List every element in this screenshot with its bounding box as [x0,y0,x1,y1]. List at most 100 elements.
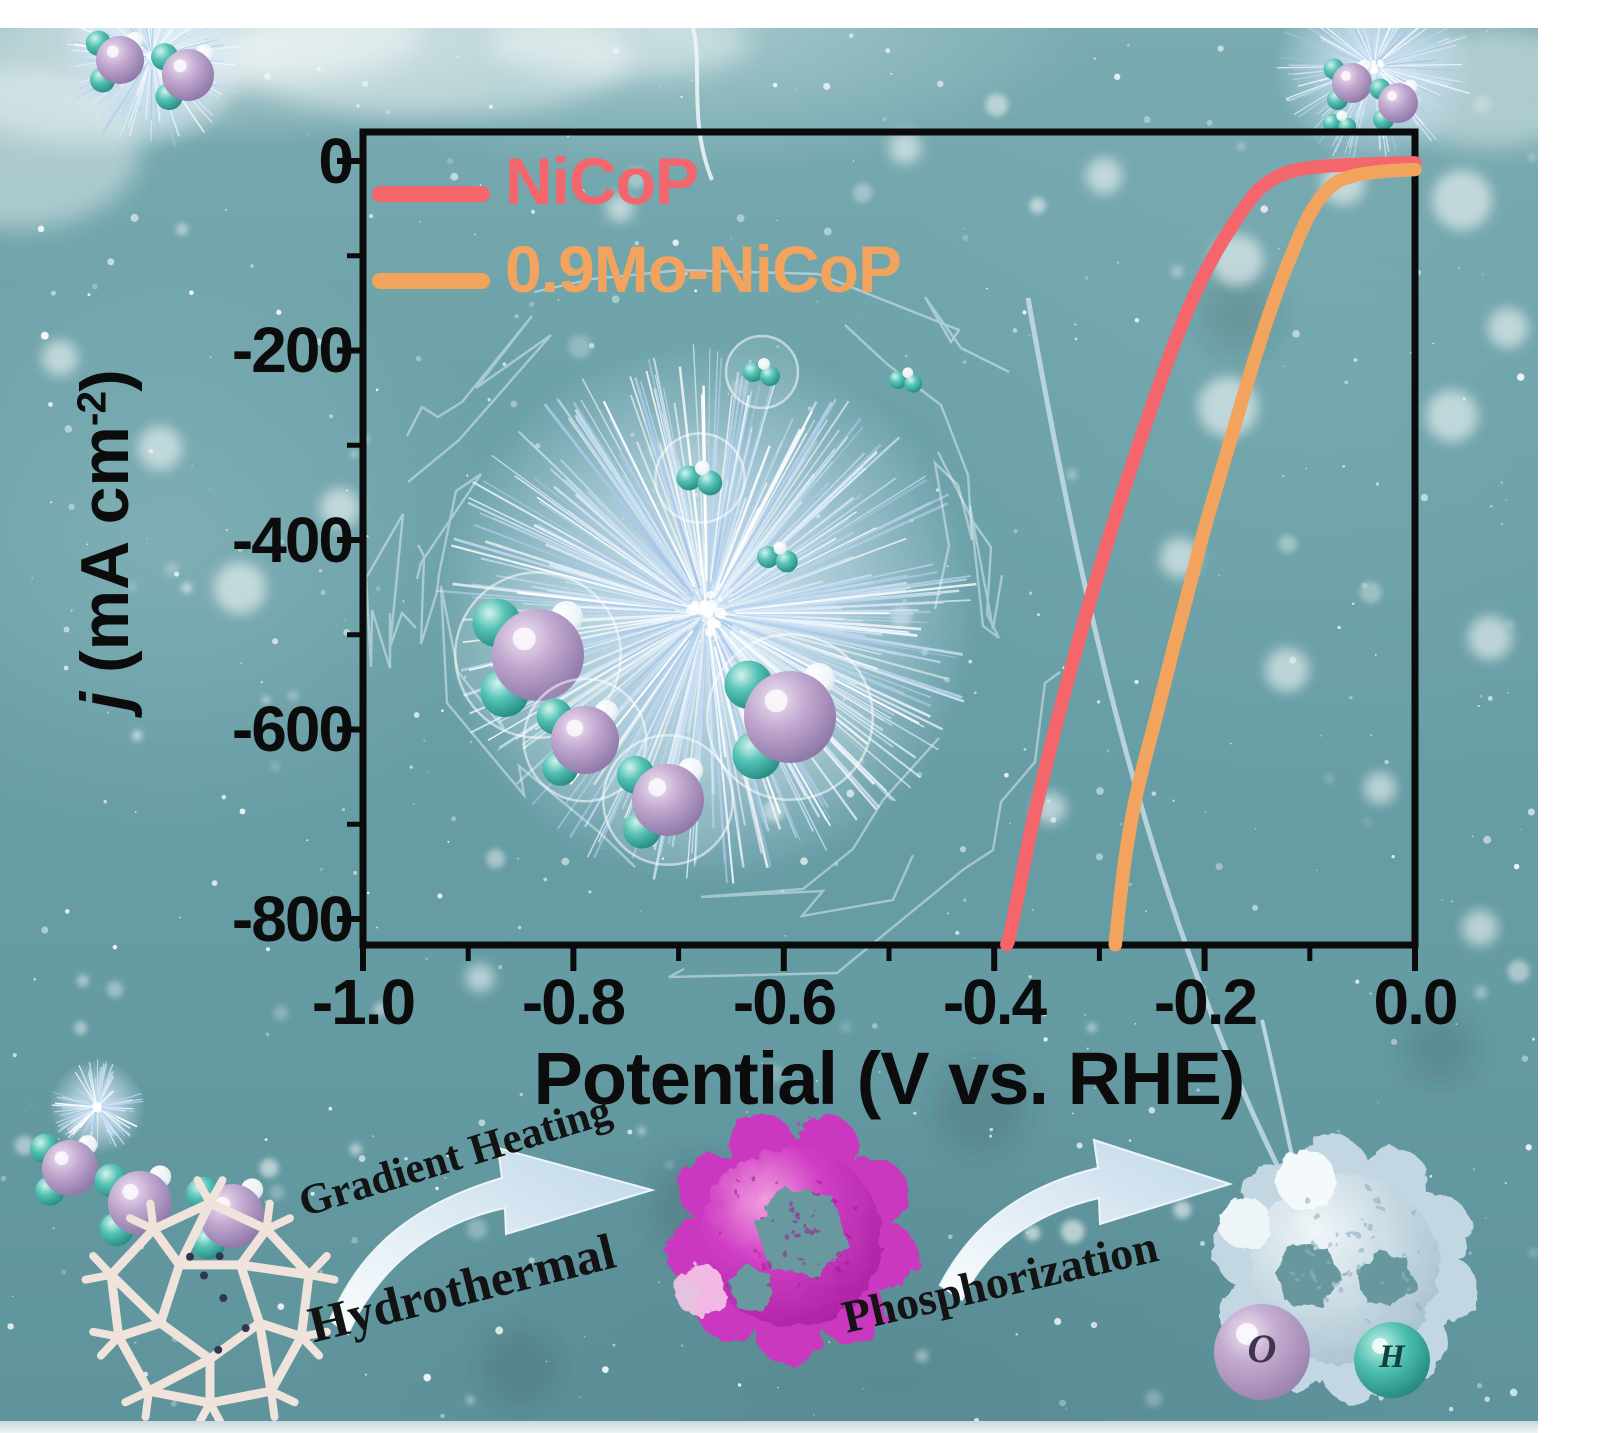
speck [1289,656,1297,664]
cage-strut [236,1224,271,1270]
urchin-spike [1370,28,1375,62]
cage-strut [174,1198,215,1270]
speck [107,711,110,714]
gear-speck [818,1264,822,1268]
urchin-core [696,604,707,615]
gear-speck [1403,1275,1409,1281]
speck [878,1071,881,1073]
cage-strut [205,1386,276,1408]
urchin-spike [102,1105,125,1108]
urchin-spike [1378,39,1414,64]
gear-speck [1400,1251,1406,1257]
speck [1022,993,1026,997]
speck [375,586,381,592]
gear-speck [810,1213,815,1218]
speck [528,1257,535,1264]
speck [1337,625,1341,630]
x-tick-label-5: 0.0 [1373,966,1459,1038]
cage-strut [254,1318,276,1396]
legend-line-nicop [372,186,490,202]
x-tick-label-4: -0.2 [1153,966,1258,1038]
urchin-spike [96,1071,100,1106]
urchin-spike [57,1107,95,1128]
urchin-spike [78,1064,97,1106]
sphere-highlight [106,45,119,58]
urchin-spike [127,66,150,128]
speck [1254,827,1257,830]
urchin-spike [555,397,687,583]
speck [557,299,560,301]
urchin-spike [94,1077,98,1101]
sphere-highlight [1372,1338,1388,1354]
urchin-spike [709,634,741,834]
urchin-spike [731,493,863,595]
speck [1108,1072,1116,1080]
speck-blur [181,582,193,594]
speck [409,765,414,769]
gear-speck [1313,1213,1322,1221]
speck [1230,742,1232,745]
speck [973,1418,980,1421]
urchin-spike [706,633,715,795]
urchin-spike [1382,28,1420,59]
urchin-spike [101,1092,142,1107]
gear-speck [791,1230,797,1236]
speck-blur [1170,265,1184,278]
speck-blur [373,1002,388,1017]
speck [237,547,243,553]
speck [1143,115,1151,124]
urchin-spike [550,468,696,603]
speck [579,1396,581,1398]
speck [1504,498,1508,501]
dark-blob [1406,1014,1474,1082]
urchin-spike [537,523,692,606]
urchin-spike [712,445,771,597]
speck [1196,1088,1200,1092]
speck-blur [1474,985,1488,1000]
urchin-spike [1375,28,1385,58]
speck [736,214,745,223]
cage-node [215,1252,224,1261]
speck [1458,266,1461,269]
speck [561,54,564,57]
speck [1013,529,1018,534]
magenta-microgear-icon [665,1114,918,1365]
sphere-highlight [1236,1323,1258,1345]
speck [777,1386,779,1389]
urchin-spike [708,627,746,826]
speck [517,925,522,930]
soft-bubble [1468,616,1512,660]
gear-speck [1325,1298,1330,1303]
urchin-spike [1320,28,1370,64]
speck [446,1154,450,1158]
speck [1455,1023,1458,1026]
speck [963,360,967,364]
speck [407,1175,411,1178]
speck [1015,1332,1019,1336]
cage-strut [149,1198,215,1234]
speck [41,926,49,934]
speck [848,33,854,39]
urchin-spike [104,66,146,128]
urchin-spike [145,65,152,120]
speck [1507,691,1509,694]
speck-blur [1086,1022,1097,1033]
speck [1490,505,1493,508]
atom-legend [1214,1304,1430,1400]
speck [823,82,831,90]
curved-arrow-icon [938,1138,1234,1302]
speck [890,72,893,75]
speck [1023,747,1027,751]
gear-speck [736,1179,739,1182]
urchin-spike [154,28,161,47]
speck [58,1138,60,1140]
speck [1145,910,1147,912]
speck [768,982,773,987]
speck [1481,273,1484,276]
plot-axes [337,128,1419,971]
speck [342,808,345,811]
urchin-spike [713,384,761,583]
gear-speck [768,1216,772,1220]
cage-strut [106,1224,159,1280]
urchin-spike [731,620,965,703]
